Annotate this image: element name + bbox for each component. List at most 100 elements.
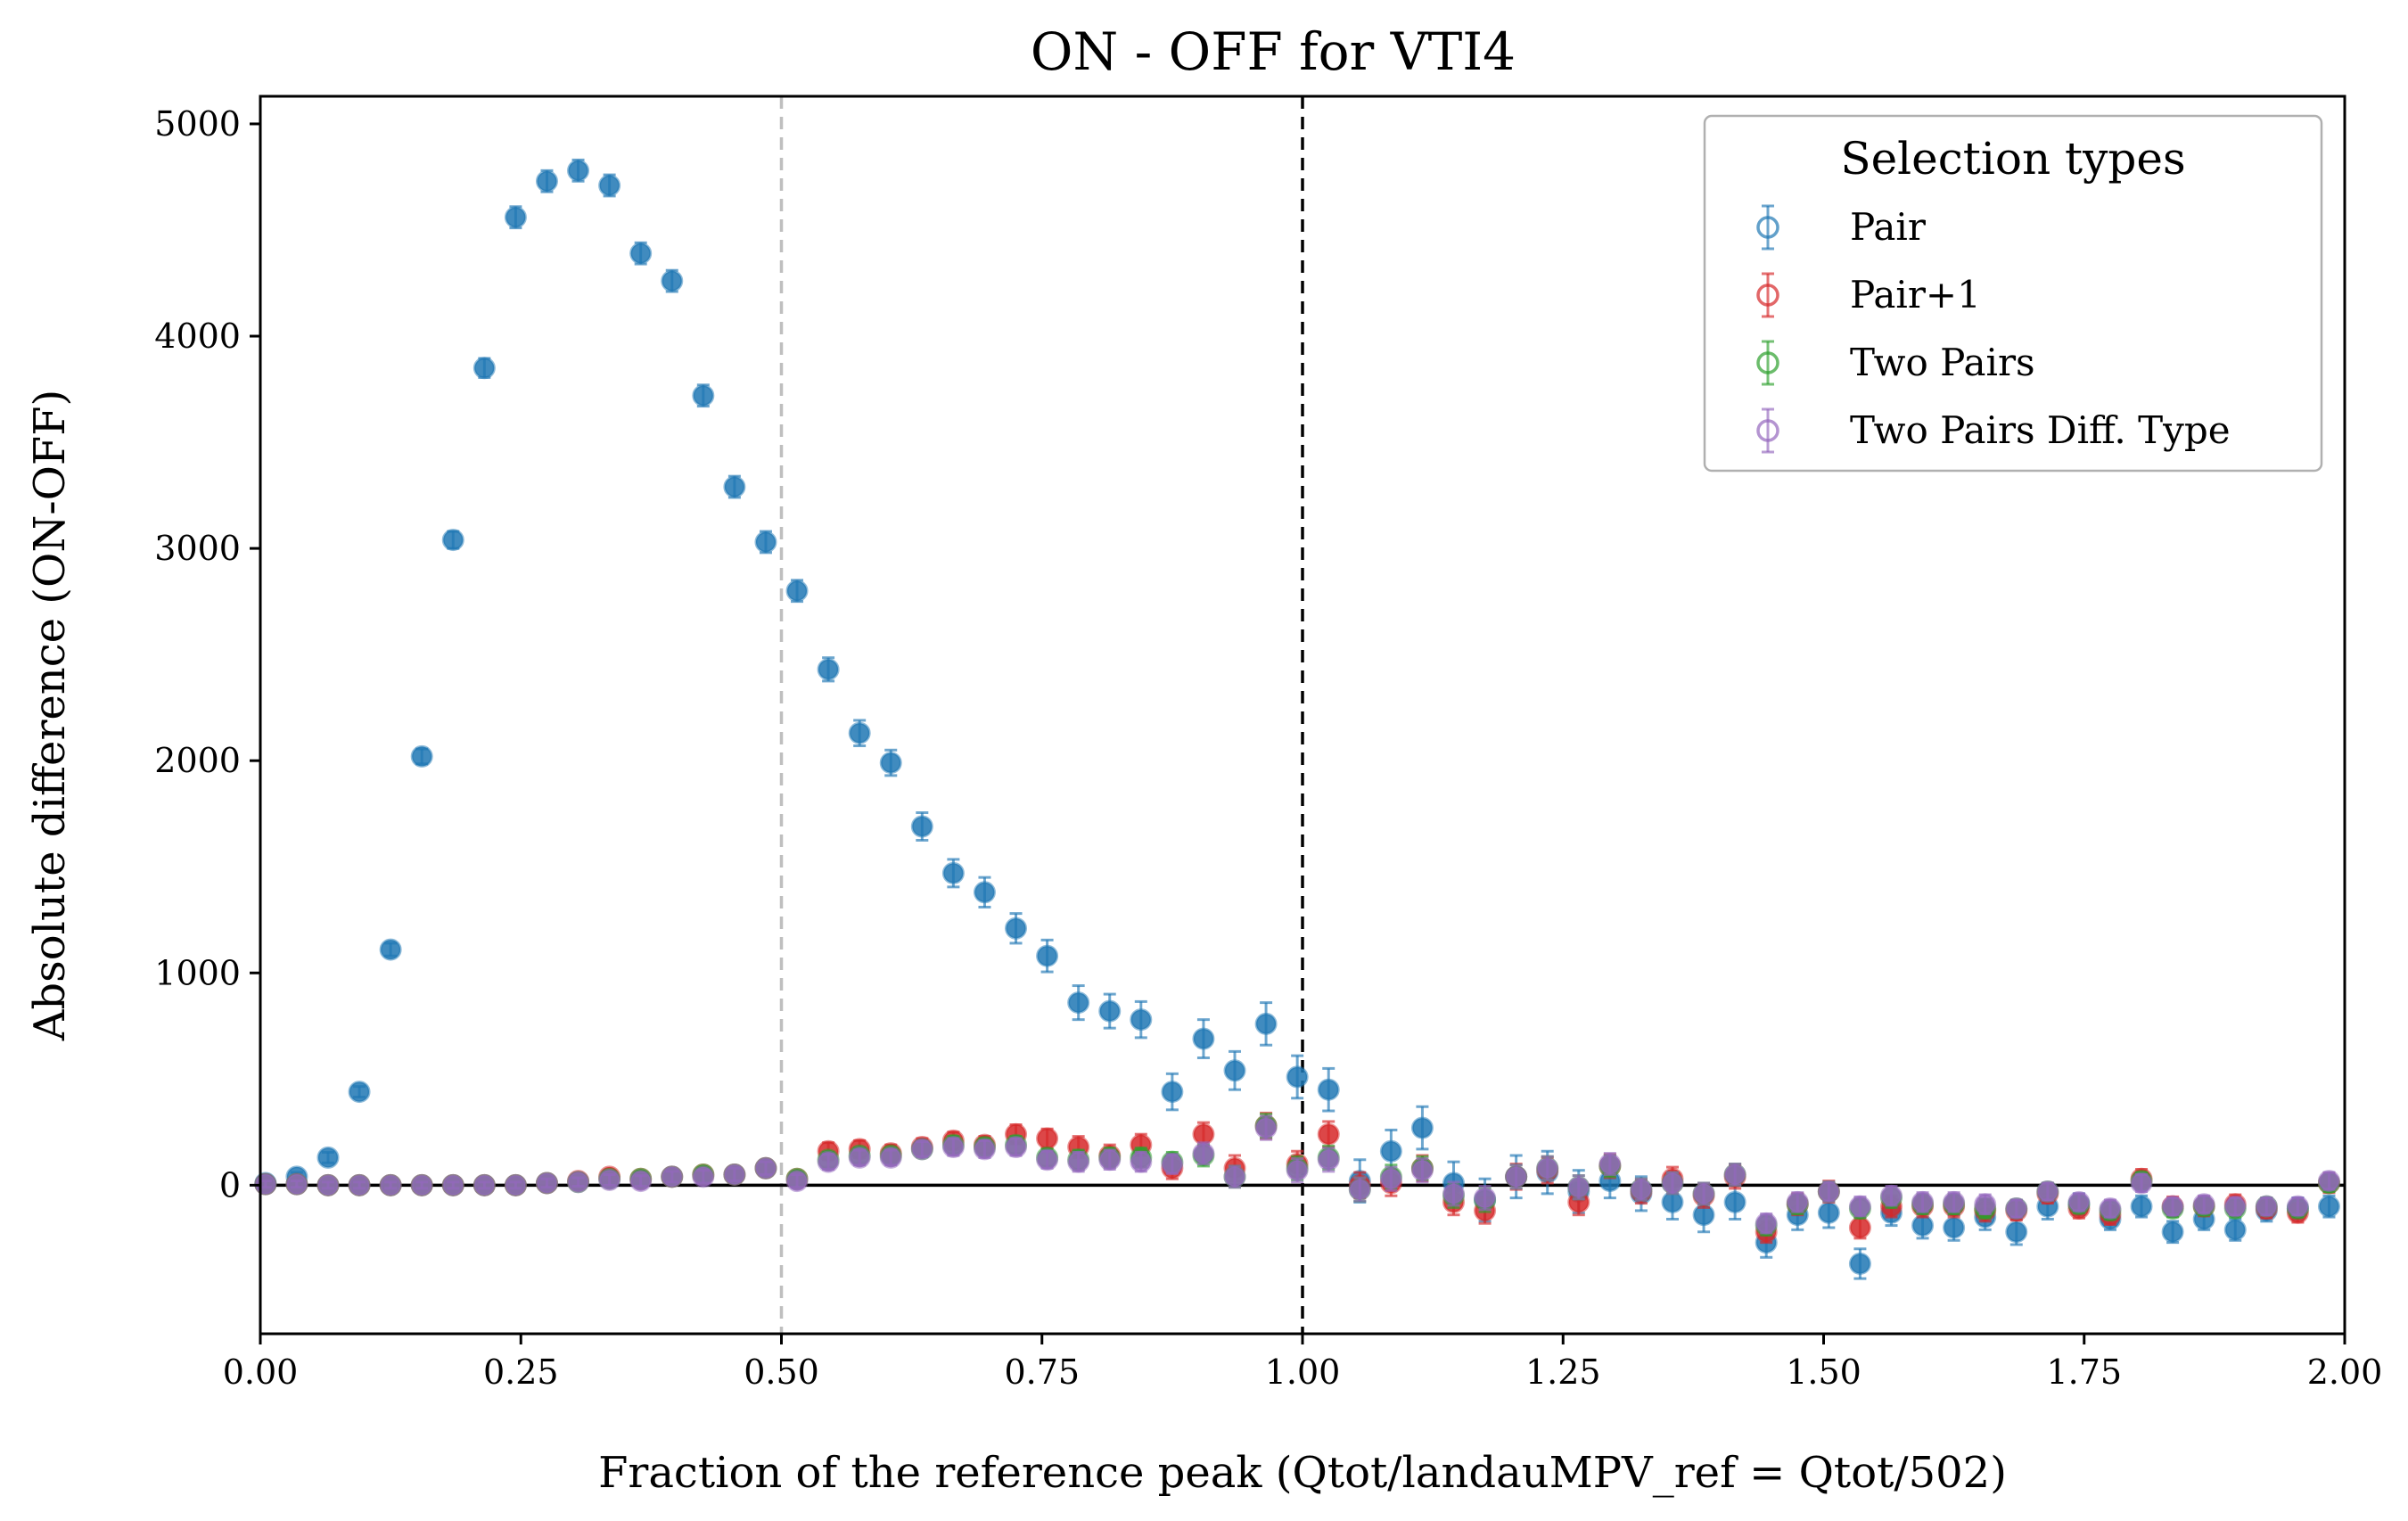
marker [1286,1065,1309,1089]
legend-marker [1756,284,1779,307]
x-tick-label: 1.00 [1265,1352,1341,1392]
marker [1943,1216,1966,1239]
data-point [2005,1197,2028,1221]
marker [941,861,965,884]
marker [1098,1148,1122,1172]
marker [1505,1165,1528,1188]
marker [1848,1195,1871,1218]
marker [1536,1156,1559,1180]
marker [1786,1190,1809,1213]
marker [1379,1167,1402,1190]
data-point [1130,1150,1153,1173]
data-point [973,1138,996,1161]
marker [2005,1197,2028,1221]
marker [1192,1142,1215,1165]
marker [1192,1027,1215,1050]
marker [1254,1116,1278,1139]
legend-item: Two Pairs [1756,340,2035,386]
x-tick-label: 1.75 [2046,1352,2122,1392]
y-axis-label: Absolute difference (ON-OFF) [25,390,75,1042]
marker [473,357,496,380]
data-point [723,1163,746,1186]
data-point [441,1173,464,1196]
data-point [1723,1163,1746,1187]
marker [1598,1153,1622,1176]
x-tick-label: 1.50 [1786,1352,1861,1392]
marker [2005,1221,2028,1244]
x-tick-label: 2.00 [2307,1352,2383,1392]
data-point [2099,1197,2122,1221]
marker [754,530,777,554]
marker [1848,1252,1871,1275]
data-point [535,1172,558,1195]
marker [1723,1190,1746,1213]
marker [2223,1218,2247,1241]
marker [1661,1190,1684,1213]
marker [1130,1008,1153,1032]
data-point [1692,1181,1715,1206]
marker [848,1146,871,1169]
legend-box [1703,114,2323,473]
data-point [441,529,464,552]
legend-item: Two Pairs Diff. Type [1756,407,2231,454]
data-point [2255,1195,2278,1218]
data-point [1474,1185,1497,1212]
marker [1036,1148,1059,1172]
legend-title: Selection types [1840,133,2185,185]
marker [2192,1193,2215,1216]
marker [973,1138,996,1161]
marker [879,1146,902,1169]
marker [2130,1195,2153,1218]
data-point [1974,1193,1997,1216]
marker [2036,1180,2059,1203]
marker [2286,1195,2309,1218]
marker [598,1168,621,1191]
marker [1974,1193,1997,1216]
marker [535,169,558,193]
marker [1692,1182,1715,1205]
data-point [1254,1114,1278,1141]
data-series [254,158,2340,1280]
marker [567,1171,590,1194]
marker [2161,1221,2184,1244]
marker [1723,1163,1746,1186]
data-point [504,205,527,230]
data-point [348,1081,371,1104]
data-point [1598,1152,1622,1176]
legend-item: Pair+1 [1756,272,1981,318]
marker [1067,1150,1090,1173]
marker [1848,1216,1871,1239]
marker [723,1163,746,1186]
data-point [973,876,996,908]
data-point [1536,1155,1559,1181]
data-point [1786,1190,1809,1213]
marker [2130,1172,2153,1195]
marker [535,1172,558,1195]
data-point [379,938,402,961]
data-point [1505,1163,1528,1190]
marker [879,752,902,775]
data-point [785,579,809,604]
data-point [1661,1171,1684,1196]
data-point [285,1172,308,1196]
marker [598,174,621,197]
marker [379,938,402,961]
data-point [1223,1049,1246,1091]
y-tick-label: 0 [219,1165,241,1204]
marker [692,384,715,407]
data-point [785,1170,809,1193]
marker [723,475,746,498]
marker [1943,1190,1966,1213]
data-point [598,1168,621,1191]
data-point [1442,1180,1466,1207]
marker [817,1150,840,1173]
marker [973,881,996,904]
data-point [1036,938,1059,974]
data-point [910,1138,933,1161]
y-axis: 0 1000 2000 3000 4000 5000 [154,104,260,1204]
marker [629,242,653,265]
legend-items: Pair Pair+1 Two Pairs Two Pairs Diff. Type [1756,204,2231,454]
y-tick-label: 4000 [154,317,241,356]
data-point [879,1146,902,1169]
